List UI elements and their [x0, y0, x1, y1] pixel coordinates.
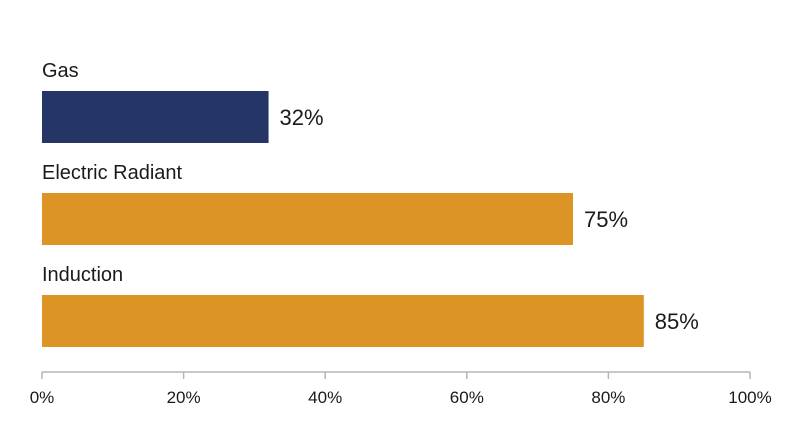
category-label-induction: Induction	[42, 264, 123, 286]
x-tick-label: 80%	[591, 388, 625, 407]
category-label-gas: Gas	[42, 60, 79, 82]
value-label-electric-radiant: 75%	[584, 207, 628, 232]
bar-gas	[42, 91, 269, 143]
category-label-electric-radiant: Electric Radiant	[42, 162, 183, 184]
value-label-gas: 32%	[280, 105, 324, 130]
x-tick-label: 40%	[308, 388, 342, 407]
x-axis: 0% 20% 40% 60% 80% 100%	[30, 371, 772, 407]
x-tick-label: 100%	[728, 388, 771, 407]
x-tick-label: 20%	[167, 388, 201, 407]
x-tick-label: 60%	[450, 388, 484, 407]
x-tick-label: 0%	[30, 388, 55, 407]
bar-induction	[42, 295, 644, 347]
bar-electric-radiant	[42, 193, 573, 245]
value-label-induction: 85%	[655, 309, 699, 334]
bars-layer: Gas 32% Electric Radiant 75% Induction 85%	[42, 60, 699, 347]
